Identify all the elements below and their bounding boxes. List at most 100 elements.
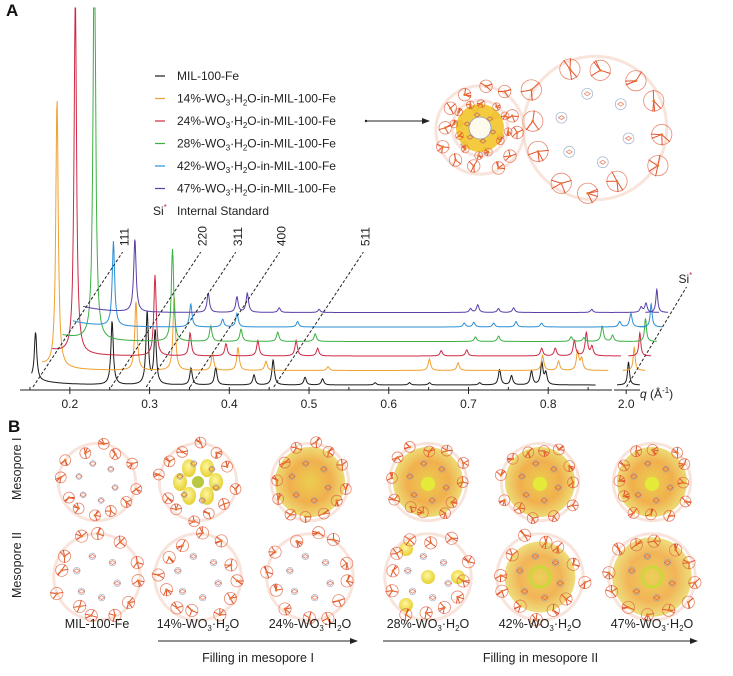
wo3-cluster xyxy=(421,570,435,584)
wo3-fill xyxy=(504,541,576,613)
legend-item-1: 14%-WO3·H2O-in-MIL-100-Fe xyxy=(155,92,336,108)
wo3-cluster xyxy=(209,473,223,491)
mesopore-2-framework xyxy=(260,526,355,625)
xrd-trace-3 xyxy=(62,7,634,342)
row-label-mesopore-1: Mesopore I xyxy=(10,437,24,500)
si-peak-1 xyxy=(622,345,646,371)
mesopore-1-cell-1 xyxy=(152,436,242,528)
wo3-ring xyxy=(640,565,664,589)
x-tick-label: 0.2 xyxy=(61,397,78,411)
hkl-label-400: 400 xyxy=(275,226,289,246)
si-peak-5 xyxy=(645,287,669,313)
mesopore-2-cell-3 xyxy=(383,531,476,622)
x-tick-label: 0.3 xyxy=(141,397,158,411)
mesopore-2-structure xyxy=(520,54,673,204)
structure-inset xyxy=(434,54,673,204)
mesopore-1-cell-2 xyxy=(269,436,352,523)
si-label: Si* xyxy=(679,271,693,286)
hkl-guide-220 xyxy=(110,251,202,388)
mesopore-2-framework xyxy=(602,532,702,622)
legend-label: MIL-100-Fe xyxy=(177,69,239,83)
filling-arrow-label-1: Filling in mesopore I xyxy=(202,651,314,665)
mesopore-1-framework xyxy=(495,441,581,524)
xrd-traces xyxy=(31,7,669,386)
column-caption-2: 24%-WO3·H2O xyxy=(269,617,352,633)
x-tick-label: 0.6 xyxy=(380,397,397,411)
mesopore-2-cell-0 xyxy=(50,527,145,623)
mesopore-2-framework xyxy=(151,526,244,622)
x-tick-label: 0.8 xyxy=(540,397,557,411)
wo3-center xyxy=(421,477,435,491)
mesopore-1-framework xyxy=(611,441,693,523)
wo3-cluster xyxy=(399,598,413,612)
xrd-trace-5 xyxy=(82,239,660,313)
mesopore-1-cell-4 xyxy=(495,441,581,524)
si-peak-0 xyxy=(617,361,640,386)
wo3-fill xyxy=(275,447,345,517)
hkl-guide-lines: 111 220 311 400 511 Si* xyxy=(32,226,693,388)
xrd-trace-2 xyxy=(52,7,621,357)
mesopore-1-cell-0 xyxy=(54,437,143,523)
hkl-guide-511 xyxy=(273,251,364,388)
panel-label-b: B xyxy=(8,417,20,436)
si-peak-2 xyxy=(628,331,652,357)
wo3-cluster xyxy=(192,476,204,488)
mesopore-1-overlay xyxy=(449,98,513,160)
mesopore-1-cell-5 xyxy=(611,441,693,523)
mesopore-1-framework xyxy=(54,437,143,523)
column-caption-5: 47%-WO3·H2O xyxy=(611,617,694,633)
column-caption-1: 14%-WO3·H2O xyxy=(157,617,240,633)
mesopore-2-cell-2 xyxy=(260,526,355,625)
xrd-trace-4 xyxy=(72,241,647,328)
legend-label: 42%-WO3·H2O-in-MIL-100-Fe xyxy=(177,159,336,175)
legend-item-3: 28%-WO3·H2O-in-MIL-100-Fe xyxy=(155,137,336,153)
si-peak-3 xyxy=(634,318,657,342)
hkl-guide-111 xyxy=(32,251,123,388)
column-caption-0: MIL-100-Fe xyxy=(65,617,130,631)
xrd-chart: 111 220 311 400 511 Si* 0.2 0.3 0.4 0.5 0.6 0.7 0.8… xyxy=(20,7,693,411)
mesopore-2-framework xyxy=(494,528,592,627)
legend-si-label: Internal Standard xyxy=(177,204,269,218)
wo3-cluster xyxy=(200,459,214,478)
hkl-guide-311 xyxy=(145,251,237,388)
filling-arrow-1: Filling in mesopore I xyxy=(158,638,358,665)
wo3-cluster xyxy=(182,459,196,478)
x-tick-label: 0.7 xyxy=(460,397,477,411)
wo3-fill xyxy=(612,537,692,617)
legend: MIL-100-Fe 14%-WO3·H2O-in-MIL-100-Fe 24%-W… xyxy=(153,69,430,218)
legend-item-0: MIL-100-Fe xyxy=(155,69,239,83)
legend-label: 47%-WO3·H2O-in-MIL-100-Fe xyxy=(177,182,336,198)
mesopore-2-framework xyxy=(383,531,476,622)
hkl-label-511: 511 xyxy=(358,227,372,246)
mesopore-2-cell-1 xyxy=(151,526,244,622)
wo3-ring xyxy=(528,565,552,589)
legend-si-symbol: Si* xyxy=(153,203,167,218)
legend-item-4: 42%-WO3·H2O-in-MIL-100-Fe xyxy=(155,159,336,175)
column-caption-4: 42%-WO3·H2O xyxy=(499,617,582,633)
legend-label: 24%-WO3·H2O-in-MIL-100-Fe xyxy=(177,114,336,130)
mesopore-1-framework xyxy=(269,436,352,523)
row-label-mesopore-2: Mesopore II xyxy=(10,532,24,598)
panel-label-a: A xyxy=(6,1,18,20)
mesopore-2-cell-5 xyxy=(602,532,702,622)
wo3-cluster xyxy=(173,473,187,491)
x-tick-label: 0.4 xyxy=(221,397,238,411)
legend-item-si: Si* Internal Standard xyxy=(153,203,269,218)
mesopore-2-framework xyxy=(50,527,145,623)
xrd-trace-0 xyxy=(31,310,596,386)
si-peak-4 xyxy=(639,302,663,328)
wo3-cluster xyxy=(200,486,214,505)
hkl-label-311: 311 xyxy=(231,227,245,246)
filling-arrow-2: Filling in mesopore II xyxy=(383,638,698,665)
si-guide-line xyxy=(626,286,687,388)
mesopore-1-framework xyxy=(152,436,242,528)
legend-item-5: 47%-WO3·H2O-in-MIL-100-Fe xyxy=(155,182,336,198)
mesopore-2-cell-4 xyxy=(494,528,592,627)
pointer-arrowhead xyxy=(422,118,430,124)
wo3-cluster xyxy=(182,486,196,505)
mesopore-1-framework xyxy=(386,441,470,523)
x-axis: 0.2 0.3 0.4 0.5 0.6 0.7 0.8 2.0 xyxy=(20,387,640,411)
wo3-center xyxy=(645,477,659,491)
hkl-label-111: 111 xyxy=(118,228,132,247)
